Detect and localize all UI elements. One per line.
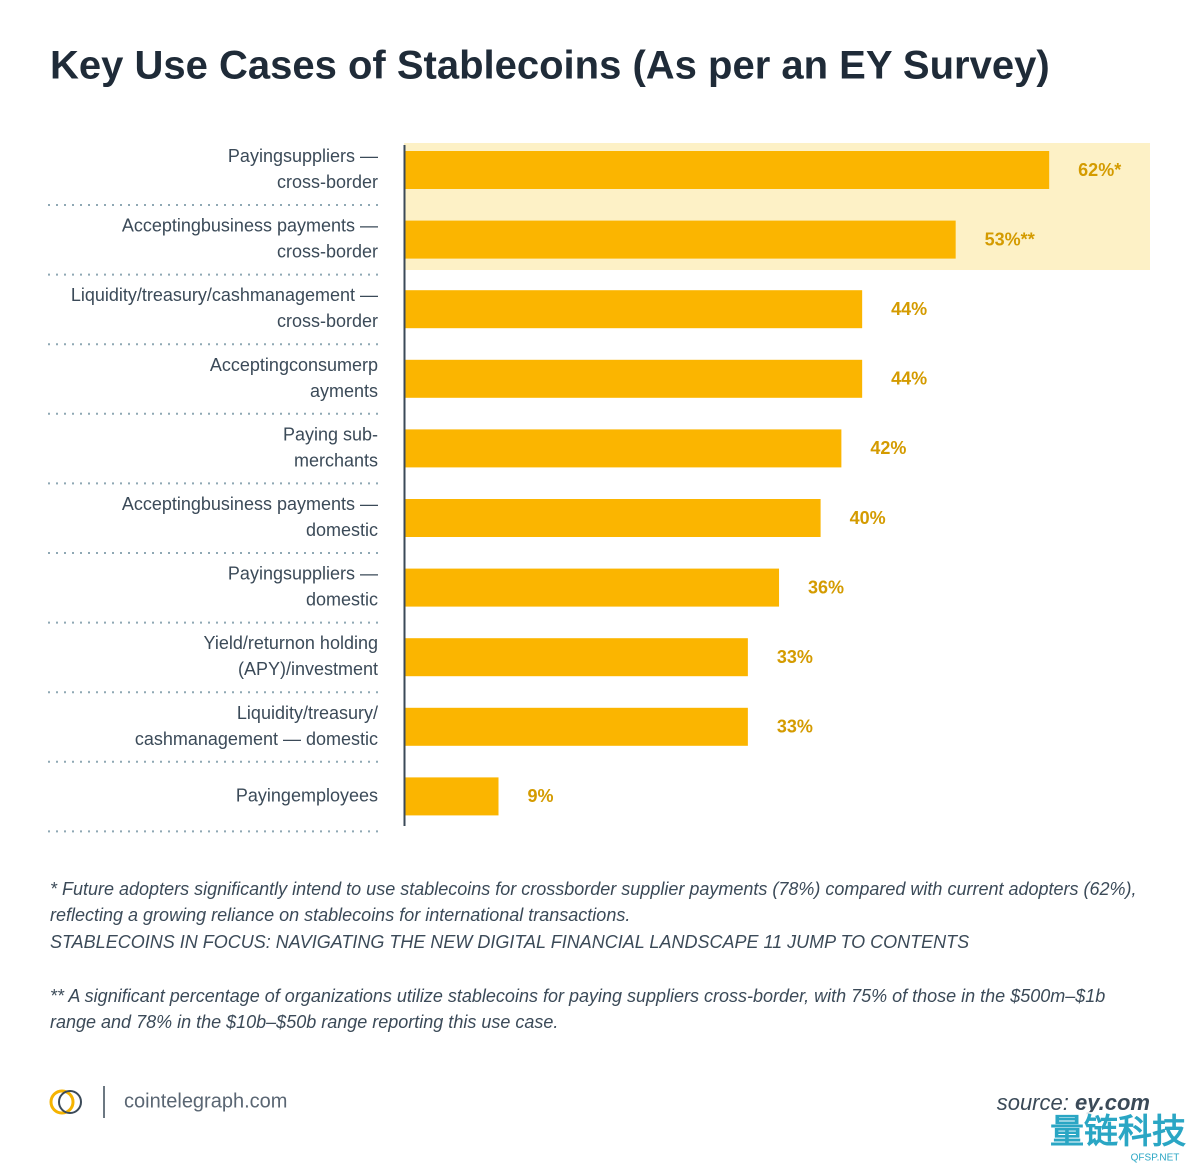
- value-label: 42%: [870, 438, 906, 458]
- category-label: Paying sub-merchants: [283, 424, 378, 470]
- watermark-name: 量链科技: [1050, 1113, 1186, 1151]
- bar: [405, 499, 821, 537]
- bar: [405, 220, 956, 259]
- bar: [405, 707, 748, 746]
- brand: cointelegraph.com: [124, 1090, 287, 1112]
- footnotes: * Future adopters significantly intend t…: [50, 879, 1137, 1032]
- bar: [405, 290, 863, 329]
- value-label: 62%*: [1078, 160, 1121, 180]
- chart-title: Key Use Cases of Stablecoins (As per an …: [50, 44, 1050, 88]
- category-label: Liquidity/treasury/cashmanagement — dome…: [135, 703, 378, 749]
- value-label: 36%: [808, 577, 844, 597]
- footnote: * Future adopters significantly intend t…: [50, 879, 1137, 899]
- value-label: 9%: [528, 786, 554, 806]
- category-label: Payingsuppliers — domestic: [228, 563, 378, 609]
- bar: [405, 429, 842, 468]
- source-value: ey.com: [1075, 1090, 1150, 1115]
- bar: [405, 777, 499, 816]
- value-label: 44%: [891, 369, 927, 389]
- footnote: reflecting a growing reliance on stablec…: [50, 905, 630, 925]
- logo: [49, 1089, 82, 1115]
- value-label: 33%: [777, 717, 813, 737]
- plot: 62%* Payingsuppliers — cross-border 53%** Ac…: [48, 146, 1121, 833]
- category-label: Liquidity/treasury/cashmanagement — cross…: [71, 285, 378, 331]
- source-label: source:: [997, 1090, 1069, 1115]
- bar: [405, 568, 780, 607]
- footnote: range and 78% in the $10b–$50b range rep…: [50, 1012, 558, 1032]
- bar: [405, 151, 1050, 189]
- footnote: STABLECOINS IN FOCUS: NAVIGATING THE NEW…: [50, 932, 969, 952]
- category-label: Acceptingconsumerp ayments: [210, 355, 378, 401]
- footnote: ** A significant percentage of organizat…: [50, 986, 1105, 1006]
- value-label: 53%**: [985, 229, 1035, 249]
- bar: [405, 359, 863, 398]
- category-label: Acceptingbusiness payments — cross-border: [122, 215, 378, 261]
- watermark-bg: [985, 1112, 1200, 1169]
- watermark-site: QFSP.NET: [1131, 1153, 1180, 1164]
- bar: [405, 638, 748, 677]
- category-label: Payingsuppliers — cross-border: [228, 146, 378, 192]
- value-label: 44%: [891, 299, 927, 319]
- category-label: Payingemployees: [236, 785, 378, 805]
- source: source: ey.com: [997, 1090, 1150, 1115]
- category-label: Acceptingbusiness payments — domestic: [122, 494, 378, 540]
- category-label: Yield/returnon holding (APY)/investment: [204, 633, 378, 679]
- value-label: 40%: [850, 508, 886, 528]
- value-label: 33%: [777, 647, 813, 667]
